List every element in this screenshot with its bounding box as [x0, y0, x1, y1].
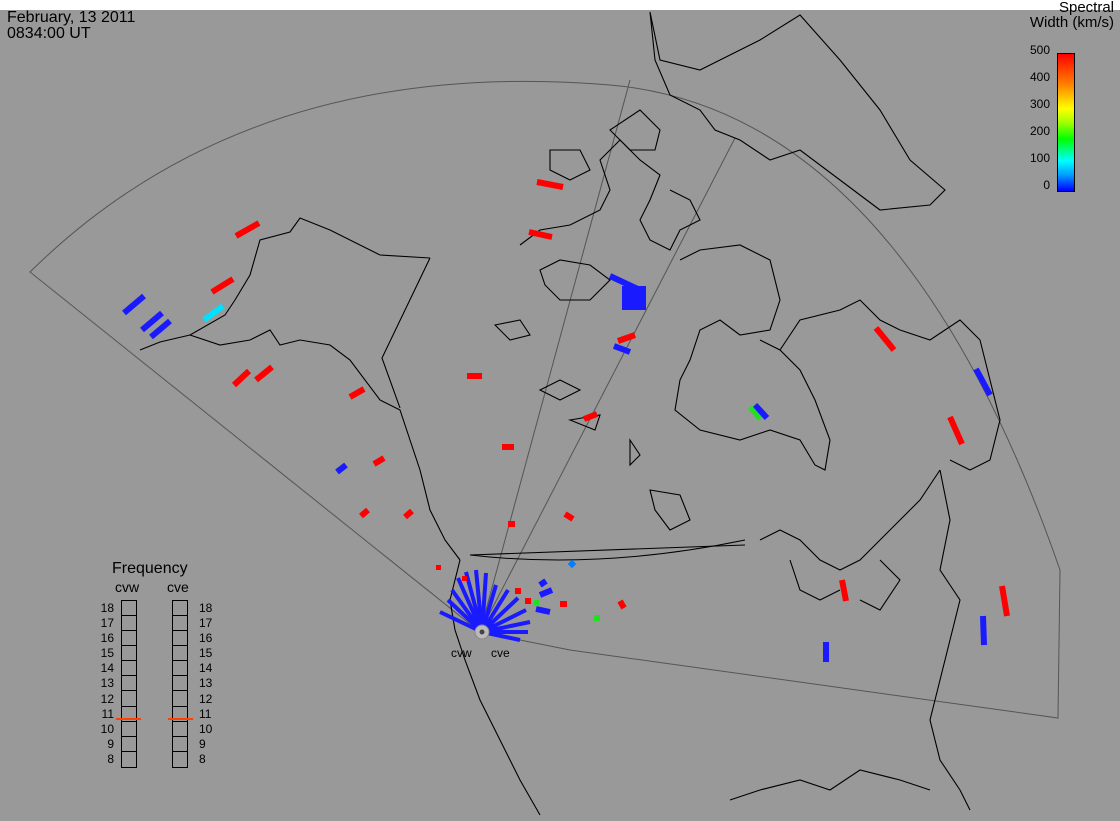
frequency-tick: 17: [199, 616, 213, 631]
frequency-tick: 16: [199, 631, 213, 646]
scatter-red-small: [436, 565, 531, 604]
scatter-green-small: [594, 615, 600, 621]
frequency-bar-cve: [172, 600, 188, 768]
colorbar-tick: 0: [1043, 178, 1050, 192]
frequency-cell: [173, 631, 187, 647]
date-label: February, 13 2011: [7, 9, 136, 26]
frequency-cell: [122, 707, 136, 722]
frequency-title: Frequency: [112, 560, 188, 577]
colorbar-tick: 500: [1029, 43, 1050, 57]
frequency-tick: 13: [199, 676, 213, 691]
frequency-cell: [173, 616, 187, 632]
frequency-tick: 11: [199, 706, 212, 721]
frequency-cell: [173, 691, 187, 707]
colorbar-tick: 300: [1029, 97, 1050, 111]
frequency-tick: 13: [100, 676, 114, 691]
colorbar-title-line1: Spectral: [1058, 0, 1114, 16]
time-label: 0834:00 UT: [7, 25, 91, 42]
frequency-marker-cve: [168, 717, 193, 720]
frequency-cell: [122, 616, 136, 632]
frequency-tick: 17: [100, 616, 114, 631]
frequency-tick: 11: [101, 706, 114, 721]
frequency-cell: [173, 646, 187, 662]
frequency-cell: [122, 646, 136, 662]
scatter-lightblue-small: [567, 559, 577, 569]
scatter-green-small-2: [534, 600, 539, 605]
field-of-view: [29, 79, 1061, 719]
site-label-cvw: cvw: [451, 646, 472, 660]
scatter-cyan: [202, 303, 225, 323]
scatter-blue: [122, 273, 993, 662]
frequency-cell: [122, 737, 136, 752]
frequency-tick: 16: [100, 631, 114, 646]
frequency-cell: [173, 601, 187, 617]
frequency-cell: [122, 601, 136, 617]
frequency-radar-cve: cve: [167, 579, 189, 595]
frequency-tick: 8: [199, 751, 206, 766]
frequency-cell: [173, 737, 187, 752]
colorbar-tick: 400: [1029, 70, 1050, 84]
frequency-tick: 10: [199, 721, 213, 736]
frequency-tick: 12: [100, 691, 114, 706]
frequency-tick: 8: [107, 751, 114, 766]
frequency-bar-cvw: [121, 600, 137, 768]
frequency-radar-cvw: cvw: [115, 579, 140, 595]
frequency-cell: [173, 722, 187, 737]
frequency-tick: 12: [199, 691, 213, 706]
frequency-cell: [122, 631, 136, 647]
coastlines: [139, 11, 1001, 816]
scatter-blue-block: [622, 286, 646, 310]
scatter-red: [210, 179, 1010, 617]
colorbar-tick: 200: [1029, 124, 1050, 138]
colorbar-tick: 100: [1029, 151, 1050, 165]
top-strip: [0, 0, 1120, 10]
frequency-cell: [122, 691, 136, 707]
colorbar-title: Spectral Width (km/s): [1030, 0, 1114, 30]
frequency-tick: 15: [199, 646, 213, 661]
frequency-cell: [122, 676, 136, 692]
colorbar-title-line2: Width (km/s): [1029, 14, 1114, 31]
frequency-cell: [173, 707, 187, 722]
frequency-cell: [173, 661, 187, 677]
frequency-cell: [122, 661, 136, 677]
frequency-tick: 9: [107, 736, 114, 751]
frequency-tick: 18: [199, 601, 213, 615]
frequency-cell: [173, 676, 187, 692]
frequency-tick: 18: [100, 601, 114, 615]
frequency-tick: 9: [199, 736, 206, 751]
frequency-tick: 15: [100, 646, 114, 661]
colorbar: [1057, 53, 1075, 192]
frequency-tick: 14: [100, 661, 114, 676]
radar-site-center: [479, 629, 485, 635]
frequency-tick: 10: [100, 721, 114, 736]
frequency-cell: [122, 752, 136, 767]
frequency-marker-cvw: [116, 717, 141, 720]
frequency-tick: 14: [199, 661, 213, 676]
site-label-cve: cve: [491, 646, 510, 660]
frequency-cell: [122, 722, 136, 737]
scatter-green: [748, 405, 762, 421]
frequency-cell: [173, 752, 187, 767]
scatter-fan: [439, 569, 531, 642]
